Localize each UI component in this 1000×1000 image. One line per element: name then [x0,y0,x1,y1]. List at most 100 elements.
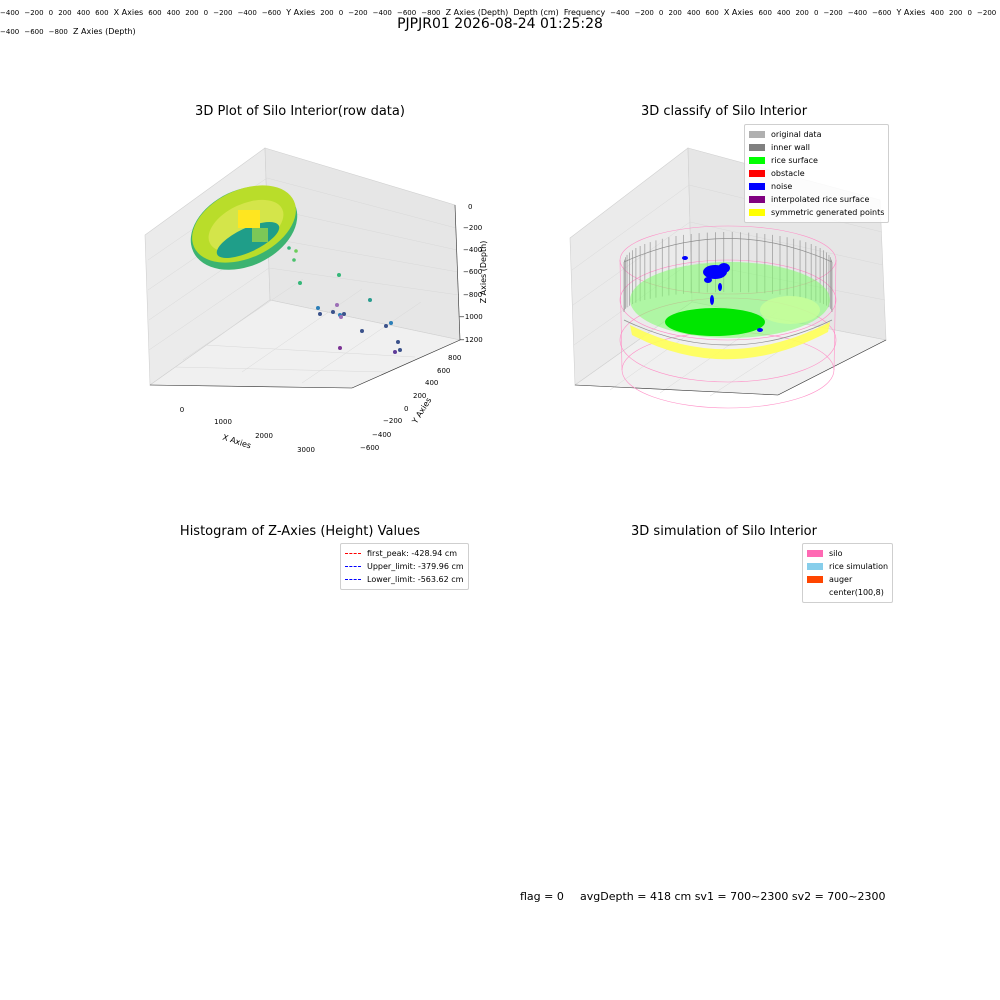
p2-ylabel: Y Axies [286,8,316,17]
legend-label: rice surface [771,156,818,165]
legend-label: first_peak: -428.94 cm [367,549,458,558]
legend-label: obstacle [771,169,805,178]
legend-swatch [749,209,765,216]
p1-ytick-0: 800 [448,354,461,362]
legend-swatch [345,553,361,554]
p4-ztick-5: −600 [24,28,44,36]
panel3-title: Histogram of Z-Axies (Height) Values [179,524,421,539]
p2-ztick-2: −200 [348,9,368,17]
p4-xtick-2: 0 [658,9,664,17]
p4-ytick-3: 0 [813,9,819,17]
p2-ytick-2: 200 [185,9,199,17]
p2-ztick-4: −600 [396,9,417,17]
p2-zlabel: Z Axies (Depth) [445,8,509,17]
p4-ztick-0: 400 [930,9,944,17]
p2-xtick-0: −400 [0,9,20,17]
legend-swatch [749,170,765,177]
p4-ytick-6: −600 [872,9,892,17]
panel3-histogram: −600−500−400−300−200−1000 01002003004005… [513,0,610,19]
p2-xtick-5: 600 [95,9,109,17]
panel4-legend: silo rice simulation auger center(100,8) [802,543,894,603]
figure-suptitle: PJPJR01 2026-08-24 01:25:28 [397,16,603,32]
panel1-title: 3D Plot of Silo Interior(row data) [195,104,405,119]
p2-ztick-5: −800 [421,9,441,17]
p2-xtick-4: 400 [76,9,91,17]
p4-ytick-0: 600 [758,9,772,17]
p4-ztick-6: −800 [48,28,68,36]
p1-ztick-3: −600 [463,268,482,276]
legend-swatch [749,144,765,151]
legend-entry: obstacle [749,167,884,180]
panel1-axes3d: 0 1000 2000 3000 X Axies 800 600 400 200… [144,147,488,454]
p2-ztick-3: −400 [372,9,392,17]
p1-zlabel: Z Axies (Depth) [479,241,488,304]
p2-ytick-5: −400 [237,9,257,17]
p1-ztick-1: −200 [463,224,482,232]
legend-entry: original data [749,128,884,141]
p4-ytick-4: −200 [823,9,843,17]
p1-ztick-6: −1200 [459,336,483,344]
panel2-title: 3D classify of Silo Interior [640,104,808,119]
panel2-noise [682,256,763,332]
hist-ylabel: Frequency [563,8,606,17]
legend-label: auger [829,575,853,584]
panel1-outlier-points [287,246,402,354]
legend-label: symmetric generated points [771,208,885,217]
legend-label: silo [829,549,843,558]
legend-label: center(100,8) [829,588,884,597]
legend-swatch [345,566,361,567]
legend-entry: rice simulation [807,560,888,573]
legend-entry: symmetric generated points [749,206,884,219]
legend-entry: interpolated rice surface [749,193,884,206]
p4-xtick-4: 400 [686,9,701,17]
legend-entry: center(100,8) [807,586,888,599]
p2-ytick-3: 0 [203,9,209,17]
p2-xtick-1: −200 [24,9,44,17]
p4-zlabel: Z Axies (Depth) [72,27,136,36]
p4-xtick-1: −200 [634,9,654,17]
panel4-auger: −400 −200 0 200 400 600 X Axies 600 400 … [0,0,996,38]
legend-entry: Lower_limit: -563.62 cm [345,573,464,586]
legend-swatch [807,576,823,583]
p2-ytick-1: 400 [166,9,181,17]
panel4-axes3d: −400 −200 0 200 400 600 X Axies 600 400 … [0,0,996,38]
legend-label: Lower_limit: -563.62 cm [367,575,464,584]
legend-entry: auger [807,573,888,586]
p2-ytick-4: −200 [213,9,233,17]
legend-swatch [807,589,823,596]
hist-xlabel: Depth (cm) [513,8,559,17]
p1-ytick-3: 200 [413,392,426,400]
p1-ztick-4: −800 [463,291,482,299]
p4-ytick-2: 200 [795,9,809,17]
p4-ytick-5: −400 [847,9,868,17]
legend-label: noise [771,182,793,191]
legend-swatch [807,550,823,557]
p1-xtick-0: 0 [180,406,184,414]
p1-ytick-6: −400 [372,431,391,439]
p4-ztick-2: 0 [967,9,972,17]
legend-swatch [749,157,765,164]
p2-xtick-2: 0 [48,9,54,17]
footer-flag: flag = 0 [520,890,564,903]
p4-xtick-3: 200 [668,9,682,17]
p2-ytick-0: 600 [148,9,162,17]
legend-swatch [749,196,765,203]
p1-xtick-2: 2000 [255,432,273,440]
p1-xtick-1: 1000 [214,418,232,426]
p2-ztick-1: 0 [338,9,344,17]
p4-xtick-5: 600 [705,9,719,17]
footer-stats: avgDepth = 418 cm sv1 = 700~2300 sv2 = 7… [580,890,886,903]
p4-ytick-1: 400 [777,9,791,17]
p1-ztick-2: −400 [463,246,482,254]
legend-label: interpolated rice surface [771,195,870,204]
p1-ytick-1: 600 [437,367,450,375]
p4-xlabel: X Axies [723,8,754,17]
panel2-legend: original data inner wall rice surface obsta… [744,124,890,223]
legend-swatch [749,131,765,138]
legend-swatch [807,563,823,570]
p1-xlabel: X Axies [221,433,252,451]
legend-entry: first_peak: -428.94 cm [345,547,464,560]
p1-ytick-4: 0 [404,405,408,413]
p2-ztick-0: 200 [320,9,334,17]
